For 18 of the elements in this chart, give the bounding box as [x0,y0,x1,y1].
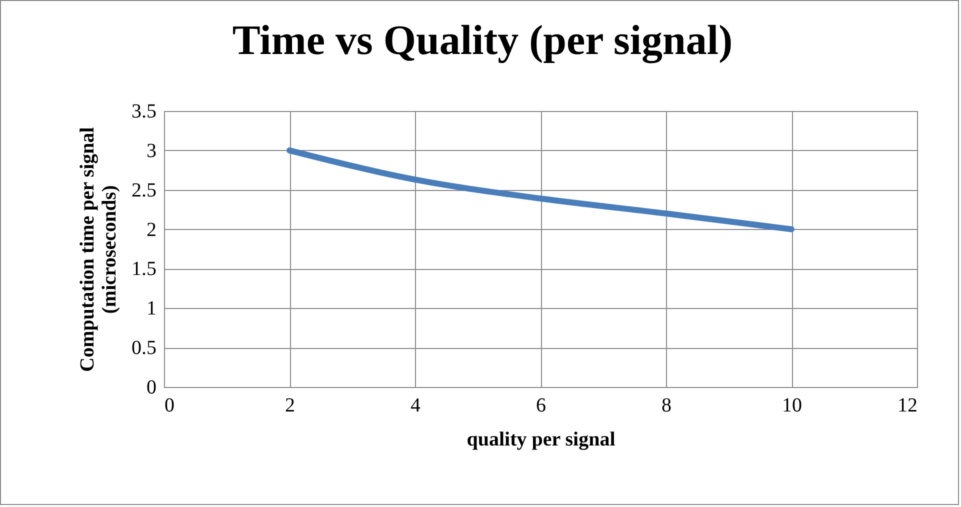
x-axis-title: quality per signal [466,428,616,450]
x-tick-label: 8 [662,394,672,416]
x-tick-label: 10 [782,394,802,416]
x-tick-label: 12 [898,394,918,416]
y-tick-label: 3.5 [132,100,156,122]
y-tick-label: 2 [146,218,156,241]
y-axis-title: Computation time per signal (microseconds) [76,126,120,372]
y-tick-label: 0 [146,376,156,398]
x-tick-label: 6 [536,394,546,416]
x-tick-label: 4 [410,394,420,416]
x-tick-label: 2 [285,394,295,416]
chart-title: Time vs Quality (per signal) [232,18,733,64]
y-tick-label: 2.5 [132,179,156,202]
x-tick-label: 0 [164,394,174,416]
y-tick-label: 3 [146,140,156,162]
y-tick-label: 1.5 [132,258,156,280]
y-tick-label: 0.5 [132,337,156,360]
y-tick-label: 1 [146,298,156,320]
